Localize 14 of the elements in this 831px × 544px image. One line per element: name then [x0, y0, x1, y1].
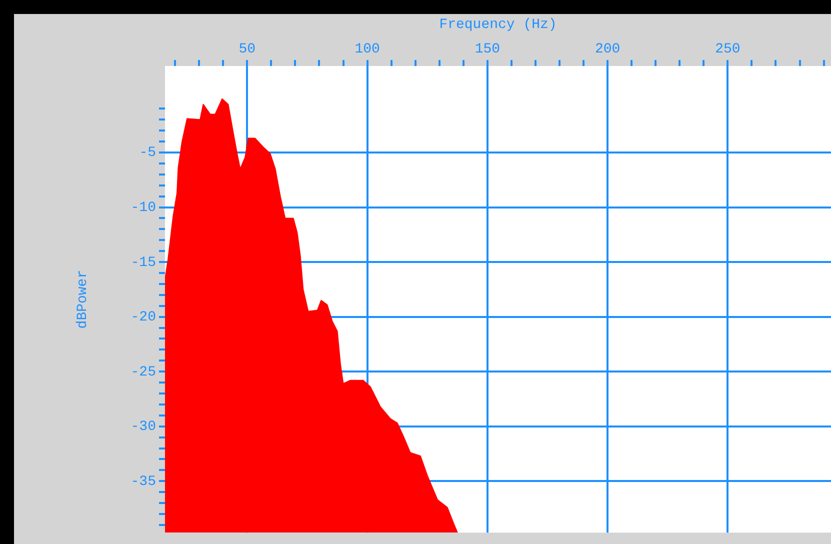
- x-tick-label: 200: [594, 41, 620, 58]
- x-tick-label: 100: [354, 41, 380, 58]
- y-tick-label: -25: [130, 364, 156, 380]
- x-axis-title: Frequency (Hz): [439, 17, 557, 34]
- x-tick-label: 250: [715, 41, 740, 58]
- y-tick-label: -5: [139, 145, 156, 162]
- y-tick-label: -15: [130, 254, 156, 271]
- x-tick-label: 50: [238, 41, 256, 58]
- y-tick-label: -10: [130, 200, 156, 216]
- y-tick-label: -30: [130, 419, 156, 436]
- y-tick-label: -20: [130, 310, 156, 326]
- y-tick-label: -35: [130, 474, 156, 490]
- x-tick-label: 150: [474, 41, 500, 58]
- y-axis-title: dBPower: [75, 270, 92, 329]
